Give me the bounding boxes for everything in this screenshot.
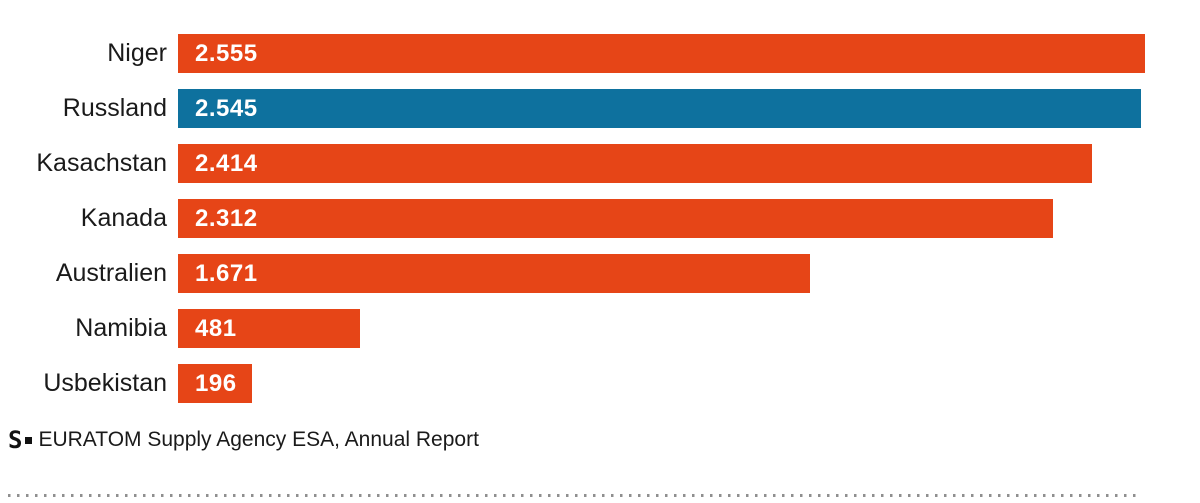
bar-row: Australien 1.671 (0, 254, 1200, 293)
bar[interactable]: 196 (178, 364, 252, 403)
bar[interactable]: 481 (178, 309, 360, 348)
bar[interactable]: 2.545 (178, 89, 1141, 128)
bar[interactable]: 2.414 (178, 144, 1092, 183)
category-label: Kasachstan (36, 149, 167, 177)
value-label: 2.545 (195, 94, 258, 122)
bar[interactable]: 2.555 (178, 34, 1145, 73)
source-logo-icon: S (8, 426, 22, 454)
bar-row: Niger 2.555 (0, 34, 1200, 73)
bar-row: Kanada 2.312 (0, 199, 1200, 238)
bar[interactable]: 1.671 (178, 254, 810, 293)
dotted-divider (8, 494, 1142, 497)
value-label: 2.312 (195, 204, 258, 232)
category-label: Russland (62, 94, 167, 122)
square-bullet-icon (25, 436, 33, 444)
value-label: 1.671 (195, 259, 258, 287)
category-label: Usbekistan (43, 369, 167, 397)
bar[interactable]: 2.312 (178, 199, 1053, 238)
source-line: S EURATOM Supply Agency ESA, Annual Repo… (8, 426, 1200, 454)
category-label: Australien (55, 259, 167, 287)
bar-row: Usbekistan 196 (0, 364, 1200, 403)
bar-row: Namibia 481 (0, 309, 1200, 348)
bar-chart: Niger 2.555 Russland 2.545 Kasachstan 2.… (0, 34, 1200, 403)
value-label: 196 (195, 369, 237, 397)
bar-row: Kasachstan 2.414 (0, 144, 1200, 183)
category-label: Kanada (80, 204, 167, 232)
bar-row: Russland 2.545 (0, 89, 1200, 128)
category-label: Niger (107, 39, 167, 67)
category-label: Namibia (75, 314, 167, 342)
value-label: 2.414 (195, 149, 258, 177)
value-label: 2.555 (195, 39, 258, 67)
source-text: EURATOM Supply Agency ESA, Annual Report (38, 428, 479, 451)
value-label: 481 (195, 314, 237, 342)
